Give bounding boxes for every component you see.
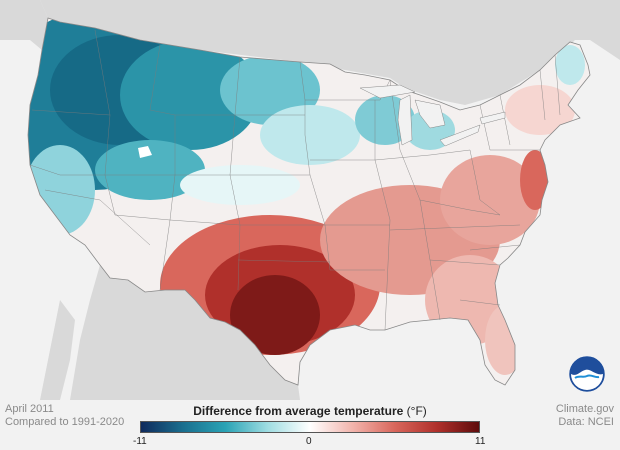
us-outline xyxy=(27,17,591,386)
state-boundaries xyxy=(29,29,561,331)
legend-tick-min: -11 xyxy=(133,436,147,447)
legend-color-bar xyxy=(140,421,480,433)
source-label: Data: NCEI xyxy=(558,416,614,428)
map-svg xyxy=(0,0,620,400)
noaa-logo xyxy=(569,356,605,392)
legend-tick-zero: 0 xyxy=(306,436,312,447)
temperature-anomaly-map xyxy=(0,0,620,400)
great-salt-lake xyxy=(138,146,152,158)
surrounding-land xyxy=(0,0,620,400)
great-lakes xyxy=(359,84,506,147)
baseline-label: Compared to 1991-2020 xyxy=(5,416,125,428)
legend-title: Difference from average temperature (°F) xyxy=(140,404,480,418)
date-label: April 2011 xyxy=(5,403,54,415)
legend-title-text: Difference from average temperature xyxy=(193,404,404,418)
legend-tick-max: 11 xyxy=(475,436,486,447)
credit-label: Climate.gov xyxy=(555,403,614,415)
legend-unit: (°F) xyxy=(406,404,427,418)
